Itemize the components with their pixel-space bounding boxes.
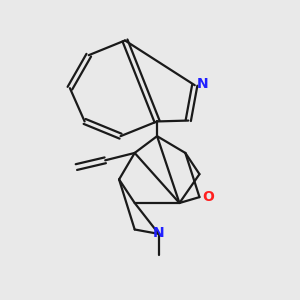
Text: N: N bbox=[196, 77, 208, 91]
Text: N: N bbox=[153, 226, 165, 240]
Text: O: O bbox=[202, 190, 214, 203]
